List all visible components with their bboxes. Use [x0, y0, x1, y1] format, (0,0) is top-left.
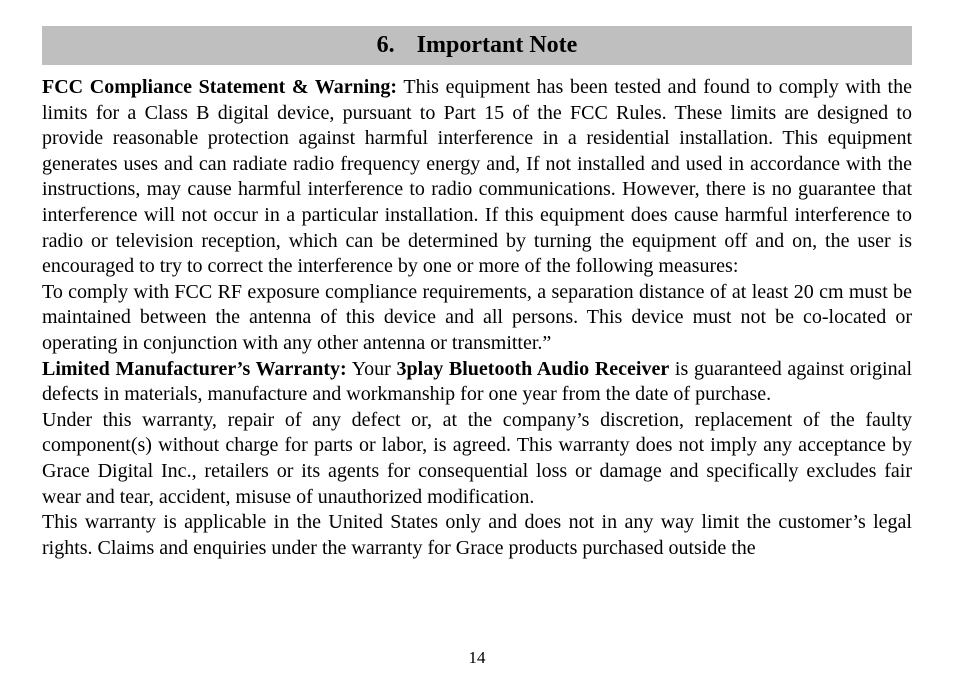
paragraph-fcc: FCC Compliance Statement & Warning: This… — [42, 75, 912, 280]
fcc-text: This equipment has been tested and found… — [42, 76, 912, 277]
paragraph-warranty-details: Under this warranty, repair of any defec… — [42, 408, 912, 510]
warranty-mid: Your — [347, 358, 397, 380]
document-page: 6. Important Note FCC Compliance Statemen… — [0, 0, 954, 676]
fcc-lead-bold: FCC Compliance Statement & Warning: — [42, 76, 397, 98]
product-name-bold: 3play Bluetooth Audio Receiver — [397, 358, 670, 380]
section-number: 6. — [377, 32, 395, 59]
section-title: Important Note — [417, 32, 578, 58]
paragraph-warranty-scope: This warranty is applicable in the Unite… — [42, 510, 912, 561]
page-number: 14 — [0, 648, 954, 668]
warranty-lead-bold: Limited Manufacturer’s Warranty: — [42, 358, 347, 380]
body-text: FCC Compliance Statement & Warning: This… — [42, 75, 912, 561]
paragraph-rf: To comply with FCC RF exposure complianc… — [42, 280, 912, 357]
section-heading: 6. Important Note — [42, 26, 912, 65]
paragraph-warranty: Limited Manufacturer’s Warranty: Your 3p… — [42, 357, 912, 408]
